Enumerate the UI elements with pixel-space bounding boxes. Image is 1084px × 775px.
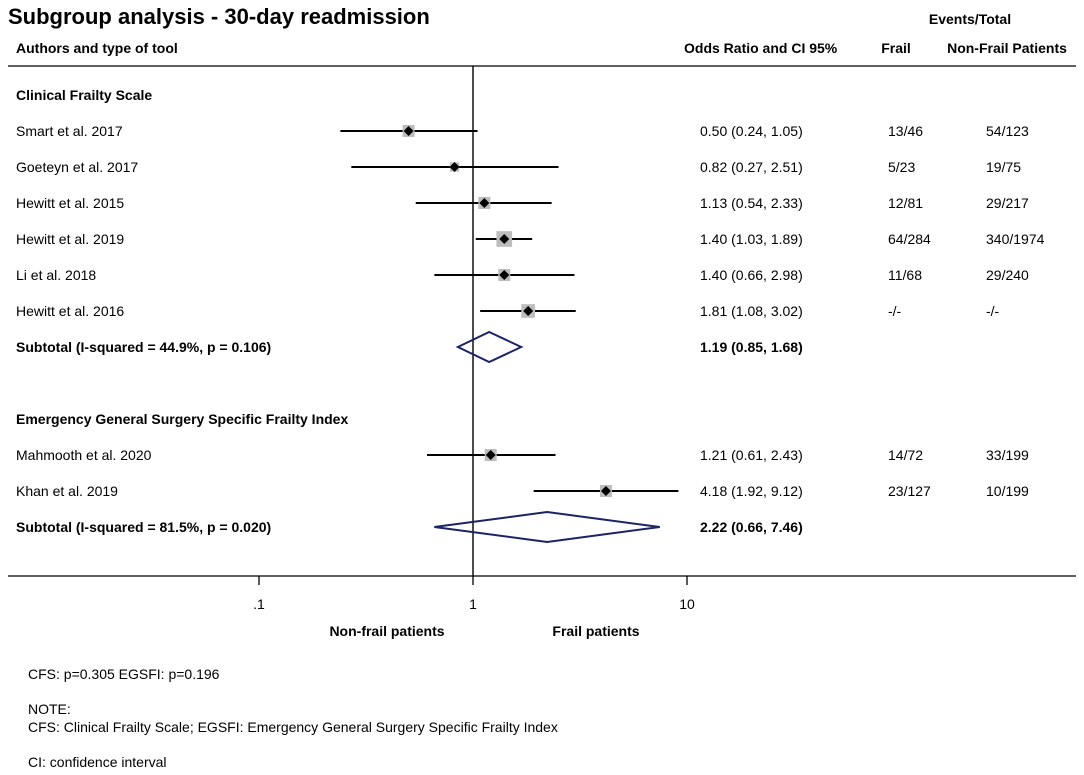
- study-label: Hewitt et al. 2015: [16, 195, 124, 211]
- study-label: Goeteyn et al. 2017: [16, 159, 138, 175]
- ci-note: CI: confidence interval: [28, 754, 167, 770]
- nonfrail-events: 33/199: [986, 447, 1029, 463]
- subtotal-or-value: 1.19 (0.85, 1.68): [700, 339, 803, 355]
- group-header-2: Emergency General Surgery Specific Frail…: [16, 411, 348, 427]
- nonfrail-events: 19/75: [986, 159, 1021, 175]
- study-label: Khan et al. 2019: [16, 483, 118, 499]
- nonfrail-events: 29/217: [986, 195, 1029, 211]
- subtotal-or-value: 2.22 (0.66, 7.46): [700, 519, 803, 535]
- subtotal-label: Subtotal (I-squared = 81.5%, p = 0.020): [16, 519, 271, 535]
- or-value: 1.21 (0.61, 2.43): [700, 447, 803, 463]
- nonfrail-events: 340/1974: [986, 231, 1045, 247]
- point-estimate: [449, 162, 460, 172]
- plot-marks: Clinical Frailty Scale Smart et al. 2017 0…: [16, 66, 1045, 612]
- or-value: 0.82 (0.27, 2.51): [700, 159, 803, 175]
- point-estimate: [499, 270, 510, 280]
- note-text: CFS: Clinical Frailty Scale; EGSFI: Emer…: [28, 719, 558, 735]
- x-axis-right-label: Frail patients: [552, 623, 639, 639]
- subtotal-label: Subtotal (I-squared = 44.9%, p = 0.106): [16, 339, 271, 355]
- study-label: Li et al. 2018: [16, 267, 96, 283]
- events-group-header: Events/Total: [929, 11, 1011, 27]
- point-estimate: [523, 306, 534, 316]
- or-value: 1.40 (1.03, 1.89): [700, 231, 803, 247]
- nonfrail-events: 29/240: [986, 267, 1029, 283]
- frail-events: 23/127: [888, 483, 931, 499]
- nonfrail-events: 10/199: [986, 483, 1029, 499]
- study-label: Hewitt et al. 2019: [16, 231, 124, 247]
- study-label: Mahmooth et al. 2020: [16, 447, 152, 463]
- study-column-header: Authors and type of tool: [16, 40, 178, 56]
- or-value: 1.40 (0.66, 2.98): [700, 267, 803, 283]
- study-label: Smart et al. 2017: [16, 123, 123, 139]
- x-tick-label: 1: [469, 596, 477, 612]
- x-axis-left-label: Non-frail patients: [329, 623, 444, 639]
- or-value: 1.13 (0.54, 2.33): [700, 195, 803, 211]
- or-value: 4.18 (1.92, 9.12): [700, 483, 803, 499]
- or-value: 0.50 (0.24, 1.05): [700, 123, 803, 139]
- or-value: 1.81 (1.08, 3.02): [700, 303, 803, 319]
- frail-events: -/-: [888, 303, 902, 319]
- frail-events: 64/284: [888, 231, 931, 247]
- point-estimate: [600, 486, 611, 496]
- frail-events: 14/72: [888, 447, 923, 463]
- nonfrail-column-header: Non-Frail Patients: [947, 40, 1067, 56]
- subtotal-diamond: [455, 330, 524, 364]
- heterogeneity-note: CFS: p=0.305 EGSFI: p=0.196: [28, 666, 220, 682]
- frail-column-header: Frail: [881, 40, 911, 56]
- frail-events: 12/81: [888, 195, 923, 211]
- frail-events: 13/46: [888, 123, 923, 139]
- note-title: NOTE:: [28, 701, 71, 717]
- x-tick-label: .1: [253, 596, 265, 612]
- subtotal-diamond: [434, 510, 660, 544]
- nonfrail-events: 54/123: [986, 123, 1029, 139]
- or-column-header: Odds Ratio and CI 95%: [684, 40, 838, 56]
- point-estimate: [499, 234, 510, 244]
- point-estimate: [485, 450, 496, 460]
- x-tick-label: 10: [679, 596, 695, 612]
- point-estimate: [479, 198, 490, 208]
- nonfrail-events: -/-: [986, 303, 1000, 319]
- point-estimate: [403, 126, 414, 136]
- chart-title: Subgroup analysis - 30-day readmission: [8, 4, 430, 29]
- frail-events: 11/68: [888, 267, 922, 283]
- study-label: Hewitt et al. 2016: [16, 303, 124, 319]
- frail-events: 5/23: [888, 159, 915, 175]
- group-header-1: Clinical Frailty Scale: [16, 87, 152, 103]
